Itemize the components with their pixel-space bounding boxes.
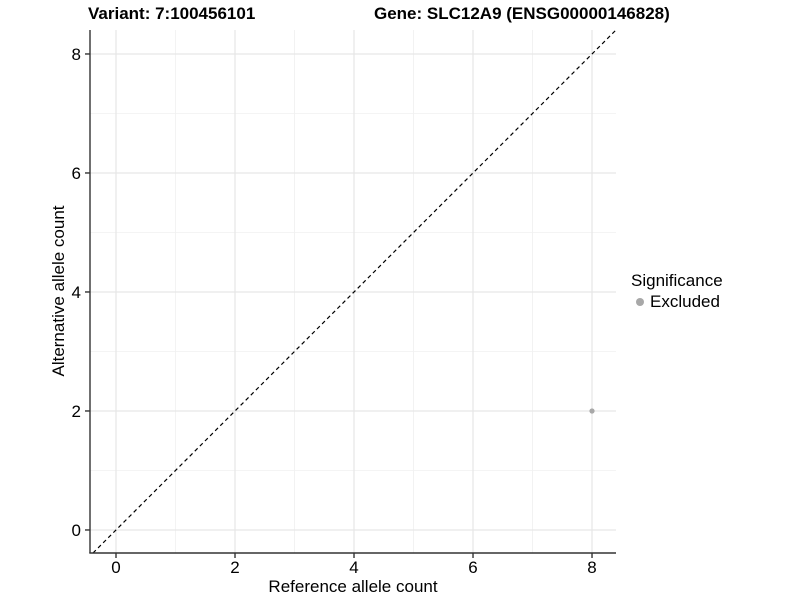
y-axis-title: Alternative allele count [49, 205, 68, 377]
x-axis-title: Reference allele count [268, 577, 438, 596]
y-tick-label: 0 [72, 521, 81, 540]
x-tick-label: 0 [111, 558, 120, 577]
y-tick-label: 2 [72, 402, 81, 421]
variant-title: Variant: 7:100456101 [88, 4, 256, 23]
y-tick-label: 4 [72, 283, 81, 302]
legend-title: Significance [631, 271, 723, 290]
y-tick-label: 6 [72, 164, 81, 183]
x-tick-label: 6 [468, 558, 477, 577]
data-point [589, 408, 595, 414]
x-tick-label: 8 [587, 558, 596, 577]
legend-item-label: Excluded [650, 292, 720, 311]
gene-title: Gene: SLC12A9 (ENSG00000146828) [374, 4, 670, 23]
excluded-point-icon [636, 297, 644, 306]
identity-line [92, 29, 617, 554]
legend-item-excluded: Excluded [636, 291, 723, 312]
x-tick-label: 4 [349, 558, 358, 577]
legend: Significance Excluded [631, 270, 723, 312]
y-tick-label: 8 [72, 45, 81, 64]
x-tick-label: 2 [230, 558, 239, 577]
